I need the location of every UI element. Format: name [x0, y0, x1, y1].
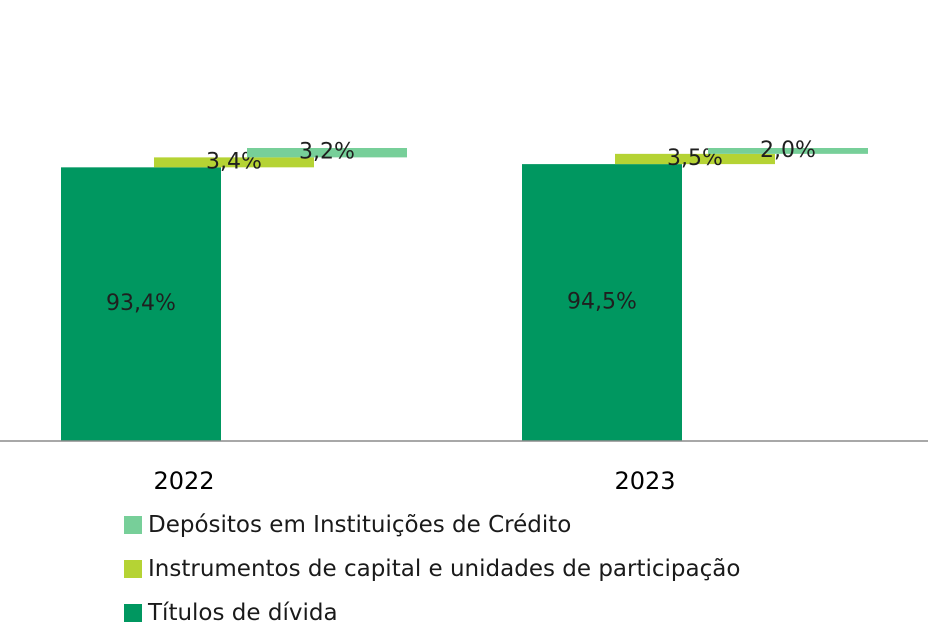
bar-label-2022-series-0: 93,4% — [106, 291, 176, 316]
legend: Depósitos em Instituições de Crédito Ins… — [124, 503, 740, 635]
bar-2022-series-1 — [154, 157, 314, 168]
bar-2023-series-0 — [522, 164, 682, 442]
chart: 93,4%3,4% 3,2%94,5%3,5% 2,0% 2022 2023 — [0, 138, 928, 495]
bar-2022-series-0 — [61, 167, 221, 441]
legend-item-titulos: Títulos de dívida — [124, 591, 740, 635]
bar-2023-series-2 — [708, 148, 868, 154]
legend-item-instrumentos: Instrumentos de capital e unidades de pa… — [124, 547, 740, 591]
bar-label-2022-series-2: 3,2% — [299, 140, 355, 165]
legend-label-instrumentos: Instrumentos de capital e unidades de pa… — [148, 556, 741, 582]
legend-swatch-titulos — [124, 604, 142, 622]
legend-label-depositos: Depósitos em Instituições de Crédito — [148, 512, 572, 538]
bars-group: 93,4%3,4% 3,2%94,5%3,5% 2,0% — [61, 138, 868, 442]
bar-label-2023-series-0: 94,5% — [567, 290, 637, 315]
legend-swatch-instrumentos — [124, 560, 142, 578]
legend-item-depositos: Depósitos em Instituições de Crédito — [124, 503, 740, 547]
legend-swatch-depositos — [124, 516, 142, 534]
bar-2023-series-1 — [615, 153, 775, 165]
category-label-2022: 2022 — [153, 467, 214, 495]
bar-2022-series-2 — [247, 148, 407, 158]
category-labels: 2022 2023 — [153, 467, 675, 495]
category-label-2023: 2023 — [614, 467, 675, 495]
legend-label-titulos: Títulos de dívida — [148, 600, 338, 626]
bar-label-2023-series-2: 2,0% — [760, 138, 816, 163]
